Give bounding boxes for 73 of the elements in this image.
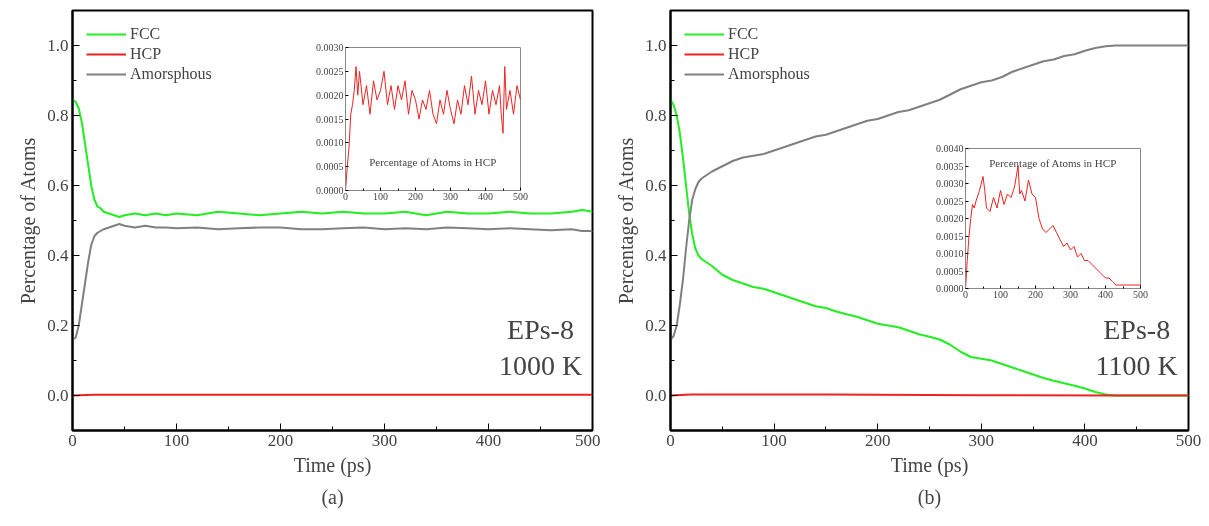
y-tick-label: 0.0035: [936, 160, 964, 172]
x-axis-title: Time (ps): [890, 453, 969, 477]
line-series: [72, 223, 593, 341]
x-tick-label: 400: [1098, 288, 1113, 300]
x-tick-label: 100: [163, 430, 190, 450]
x-tick-label: 300: [371, 430, 398, 450]
y-tick-label: 0.8: [47, 106, 69, 125]
y-tick-label: 0.6: [645, 176, 667, 195]
legend-label: Amorsphous: [130, 65, 212, 83]
y-tick-label: 0.0020: [936, 213, 964, 224]
y-tick-label: 0.0010: [936, 248, 964, 259]
y-axis-title: Percentage of Atoms: [615, 137, 639, 305]
text: (a): [321, 485, 344, 509]
x-tick-label: 100: [993, 288, 1008, 300]
x-tick-label: 300: [1063, 288, 1078, 300]
x-tick-label: 500: [1175, 430, 1202, 450]
y-tick-label: 0.4: [645, 246, 667, 265]
y-tick-label: 0.0000: [316, 185, 344, 196]
y-tick-label: 0.0005: [316, 161, 344, 173]
x-tick-label: 100: [373, 190, 388, 202]
y-tick-label: 0.0030: [316, 42, 344, 53]
x-tick-label: 400: [475, 430, 502, 450]
x-tick-label: 200: [864, 430, 891, 450]
y-tick-label: 0.0025: [316, 65, 344, 77]
x-tick-label: 300: [443, 190, 458, 202]
y-tick-label: 0.2: [47, 316, 69, 335]
x-tick-label: 200: [1028, 288, 1043, 300]
y-tick-label: 0.0015: [316, 113, 344, 125]
y-tick-label: 0.0: [47, 386, 69, 405]
annotation: Percentage of Atoms in HCP: [989, 156, 1117, 169]
legend-label: HCP: [130, 45, 162, 63]
legend-label: HCP: [728, 45, 760, 63]
y-tick-label: 0.0000: [936, 283, 964, 294]
x-tick-label: 0: [68, 430, 77, 450]
line-series: [72, 98, 593, 218]
y-tick-label: 0.0040: [936, 143, 964, 154]
x-tick-label: 400: [478, 190, 493, 202]
x-axis-title: Time (ps): [293, 453, 372, 477]
y-tick-label: 0.8: [645, 106, 667, 125]
y-tick-label: 0.2: [645, 316, 667, 335]
x-tick-label: 0: [666, 430, 675, 450]
x-tick-label: 100: [761, 430, 787, 450]
y-tick-label: 0.0: [645, 386, 667, 405]
x-tick-label: 200: [267, 430, 294, 450]
x-tick-label: 500: [1133, 288, 1148, 300]
x-tick-label: 500: [513, 190, 528, 202]
y-tick-label: 0.6: [47, 176, 69, 195]
x-tick-label: 0: [963, 288, 968, 300]
legend-label: Amorsphous: [728, 65, 810, 83]
legend-label: FCC: [728, 25, 759, 43]
y-tick-label: 1.0: [645, 36, 667, 55]
y-tick-label: 0.0030: [936, 178, 964, 189]
x-tick-label: 300: [968, 430, 995, 450]
x-tick-label: 400: [1072, 430, 1098, 450]
y-tick-label: 1.0: [47, 36, 69, 55]
y-tick-label: 0.0015: [936, 230, 964, 242]
x-tick-label: 500: [575, 430, 601, 450]
annotation: Percentage of Atoms in HCP: [369, 155, 497, 168]
text: (b): [917, 485, 942, 509]
legend-label: FCC: [130, 25, 161, 43]
y-tick-label: 0.0010: [316, 137, 344, 149]
x-tick-label: 0: [343, 190, 348, 202]
line-series: [670, 44, 1189, 341]
annotation: 1100 K: [1095, 349, 1178, 381]
annotation: EPs-8: [1103, 314, 1171, 346]
annotation: 1000 K: [498, 349, 583, 381]
y-axis-title: Percentage of Atoms: [17, 137, 41, 305]
annotation: EPs-8: [507, 314, 574, 346]
y-tick-label: 0.0020: [316, 89, 344, 101]
y-tick-label: 0.4: [47, 246, 69, 265]
x-tick-label: 200: [408, 190, 423, 202]
y-tick-label: 0.0005: [936, 265, 964, 277]
y-tick-label: 0.0025: [936, 195, 964, 207]
